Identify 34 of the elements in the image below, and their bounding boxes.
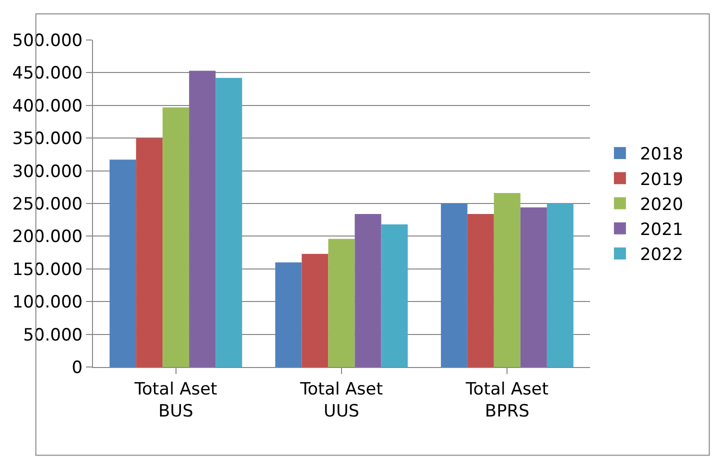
legend-label: 2020 bbox=[640, 194, 684, 215]
y-tick-label: 450.000 bbox=[12, 64, 83, 84]
legend-label: 2018 bbox=[640, 144, 684, 165]
x-tick-label: Total Aset UUS bbox=[299, 379, 384, 422]
x-tick-label: Total Aset BPRS bbox=[464, 379, 549, 422]
y-tick-label: 500.000 bbox=[12, 30, 83, 51]
bar bbox=[467, 214, 494, 367]
bar bbox=[162, 107, 190, 367]
legend-label: 2021 bbox=[640, 220, 684, 240]
y-tick-label: 200.000 bbox=[12, 227, 83, 248]
y-tick-label: 50.000 bbox=[23, 325, 83, 346]
y-tick-label: 100.000 bbox=[12, 292, 83, 313]
y-tick-label: 150.000 bbox=[12, 260, 83, 280]
bar bbox=[354, 214, 382, 367]
y-tick-label: 250.000 bbox=[12, 194, 83, 214]
y-tick-label: 0 bbox=[72, 358, 83, 378]
y-tick-label: 400.000 bbox=[12, 96, 83, 116]
bar bbox=[520, 207, 547, 367]
legend-label: 2022 bbox=[640, 245, 684, 266]
bar bbox=[216, 78, 242, 367]
y-tick-label: 350.000 bbox=[12, 129, 83, 150]
bar bbox=[546, 204, 574, 367]
bar bbox=[381, 224, 408, 367]
bar bbox=[136, 138, 163, 367]
bar bbox=[275, 262, 302, 367]
bar bbox=[494, 193, 520, 367]
bar bbox=[189, 70, 216, 367]
y-tick-label: 300.000 bbox=[12, 162, 83, 182]
legend-label: 2019 bbox=[640, 170, 684, 190]
bar bbox=[440, 204, 468, 367]
bar bbox=[328, 238, 355, 367]
bar bbox=[110, 160, 136, 367]
bar bbox=[302, 254, 328, 367]
x-tick-label: Total Aset BUS bbox=[133, 379, 218, 422]
